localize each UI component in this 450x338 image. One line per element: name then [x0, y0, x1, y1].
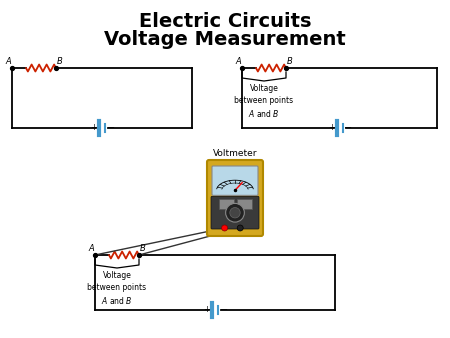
- Text: +: +: [90, 123, 98, 132]
- Text: B: B: [140, 244, 146, 253]
- Text: +: +: [328, 123, 335, 132]
- FancyBboxPatch shape: [212, 166, 258, 195]
- Text: Voltage
between points
$A$ and $B$: Voltage between points $A$ and $B$: [234, 84, 293, 119]
- Text: A: A: [88, 244, 94, 253]
- Text: Electric Circuits: Electric Circuits: [139, 12, 311, 31]
- Text: A: A: [235, 57, 241, 66]
- Text: A: A: [5, 57, 11, 66]
- Text: −: −: [107, 123, 115, 133]
- Text: B: B: [57, 57, 63, 66]
- Text: +: +: [203, 306, 211, 314]
- FancyBboxPatch shape: [220, 199, 234, 209]
- Circle shape: [230, 208, 240, 218]
- Text: Voltmeter: Voltmeter: [213, 149, 257, 158]
- FancyBboxPatch shape: [207, 160, 263, 236]
- FancyBboxPatch shape: [211, 196, 259, 229]
- Circle shape: [221, 225, 228, 231]
- Text: B: B: [287, 57, 293, 66]
- Text: −: −: [220, 305, 228, 315]
- Text: Voltage
between points
$A$ and $B$: Voltage between points $A$ and $B$: [87, 271, 147, 307]
- Circle shape: [237, 225, 243, 231]
- FancyBboxPatch shape: [237, 199, 252, 209]
- Text: −: −: [344, 123, 352, 133]
- Circle shape: [225, 203, 244, 222]
- Text: Voltage Measurement: Voltage Measurement: [104, 30, 346, 49]
